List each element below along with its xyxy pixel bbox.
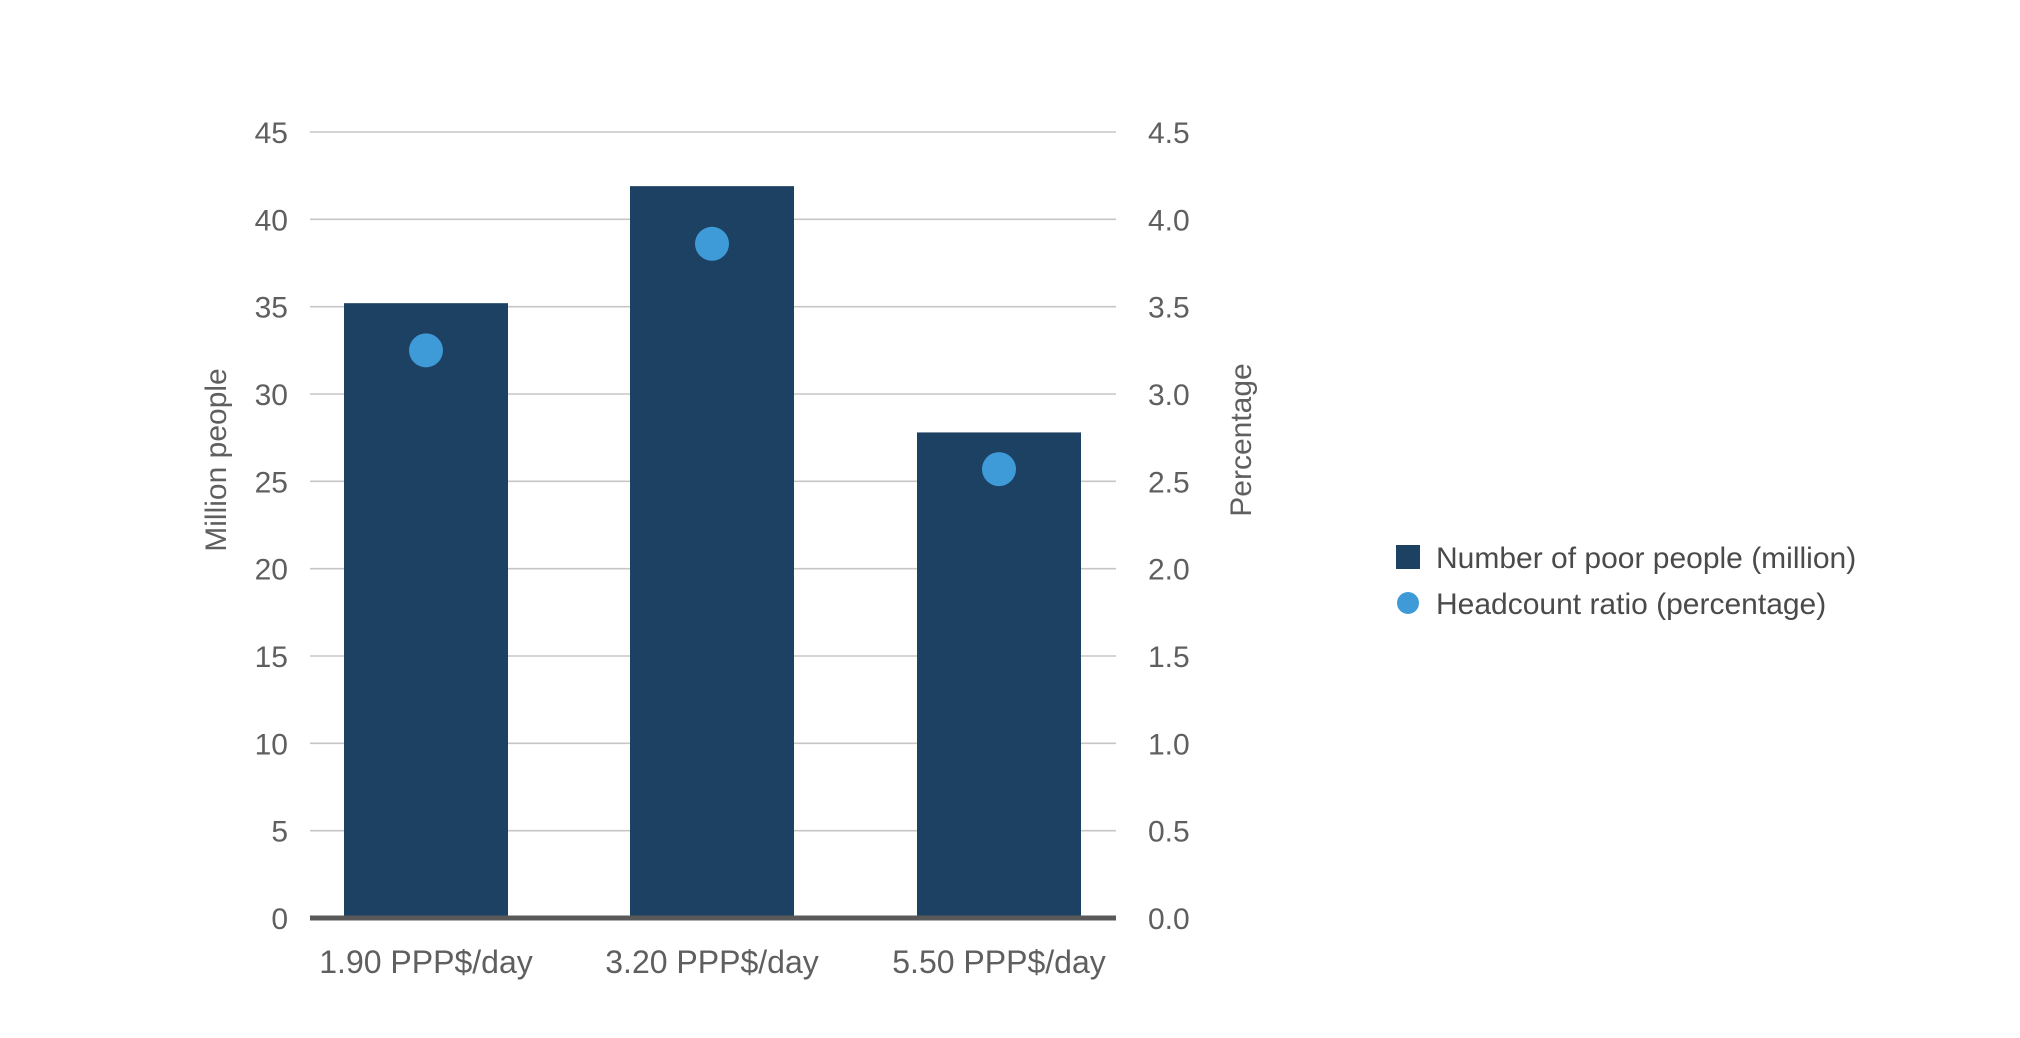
right-y-tick-label: 3.0 bbox=[1148, 379, 1190, 412]
right-y-tick-label: 3.5 bbox=[1148, 292, 1190, 325]
category-label: 3.20 PPP$/day bbox=[605, 944, 818, 980]
right-y-tick-label: 2.0 bbox=[1148, 554, 1190, 587]
left-y-tick-label: 35 bbox=[255, 292, 288, 325]
bar bbox=[917, 432, 1081, 918]
right-y-tick-label: 0.0 bbox=[1148, 903, 1190, 936]
right-y-tick-label: 1.0 bbox=[1148, 728, 1190, 761]
left-y-tick-label: 20 bbox=[255, 554, 288, 587]
left-y-tick-labels: 0 5 10 15 20 25 30 35 40 45 bbox=[255, 117, 288, 936]
headcount-point bbox=[982, 452, 1016, 487]
left-y-tick-label: 25 bbox=[255, 466, 288, 499]
right-y-tick-label: 4.5 bbox=[1148, 117, 1190, 150]
left-y-axis-title: Million people bbox=[200, 368, 233, 551]
legend: Number of poor people (million) Headcoun… bbox=[1396, 542, 1856, 621]
points bbox=[409, 226, 1016, 487]
category-label: 1.90 PPP$/day bbox=[319, 944, 532, 980]
left-y-tick-label: 0 bbox=[271, 903, 288, 936]
headcount-point bbox=[695, 226, 729, 261]
bar bbox=[630, 186, 794, 918]
right-y-tick-label: 2.5 bbox=[1148, 466, 1190, 499]
right-y-tick-label: 0.5 bbox=[1148, 816, 1190, 849]
right-y-axis-title: Percentage bbox=[1225, 363, 1258, 516]
left-y-tick-label: 15 bbox=[255, 641, 288, 674]
legend-point-swatch bbox=[1397, 592, 1419, 614]
left-y-tick-label: 45 bbox=[255, 117, 288, 150]
headcount-point bbox=[409, 333, 443, 368]
right-y-tick-labels: 0.0 0.5 1.0 1.5 2.0 2.5 3.0 3.5 4.0 4.5 bbox=[1148, 117, 1190, 936]
left-y-tick-label: 5 bbox=[271, 816, 288, 849]
left-y-tick-label: 30 bbox=[255, 379, 288, 412]
category-labels: 1.90 PPP$/day 3.20 PPP$/day 5.50 PPP$/day bbox=[319, 944, 1105, 980]
bars bbox=[344, 186, 1081, 918]
category-label: 5.50 PPP$/day bbox=[892, 944, 1105, 980]
left-y-tick-label: 10 bbox=[255, 728, 288, 761]
bar bbox=[344, 303, 508, 918]
legend-label-bars: Number of poor people (million) bbox=[1436, 542, 1856, 575]
right-y-tick-label: 1.5 bbox=[1148, 641, 1190, 674]
right-y-tick-label: 4.0 bbox=[1148, 204, 1190, 237]
legend-label-points: Headcount ratio (percentage) bbox=[1436, 588, 1826, 621]
legend-bar-swatch bbox=[1396, 545, 1420, 569]
left-y-tick-label: 40 bbox=[255, 204, 288, 237]
